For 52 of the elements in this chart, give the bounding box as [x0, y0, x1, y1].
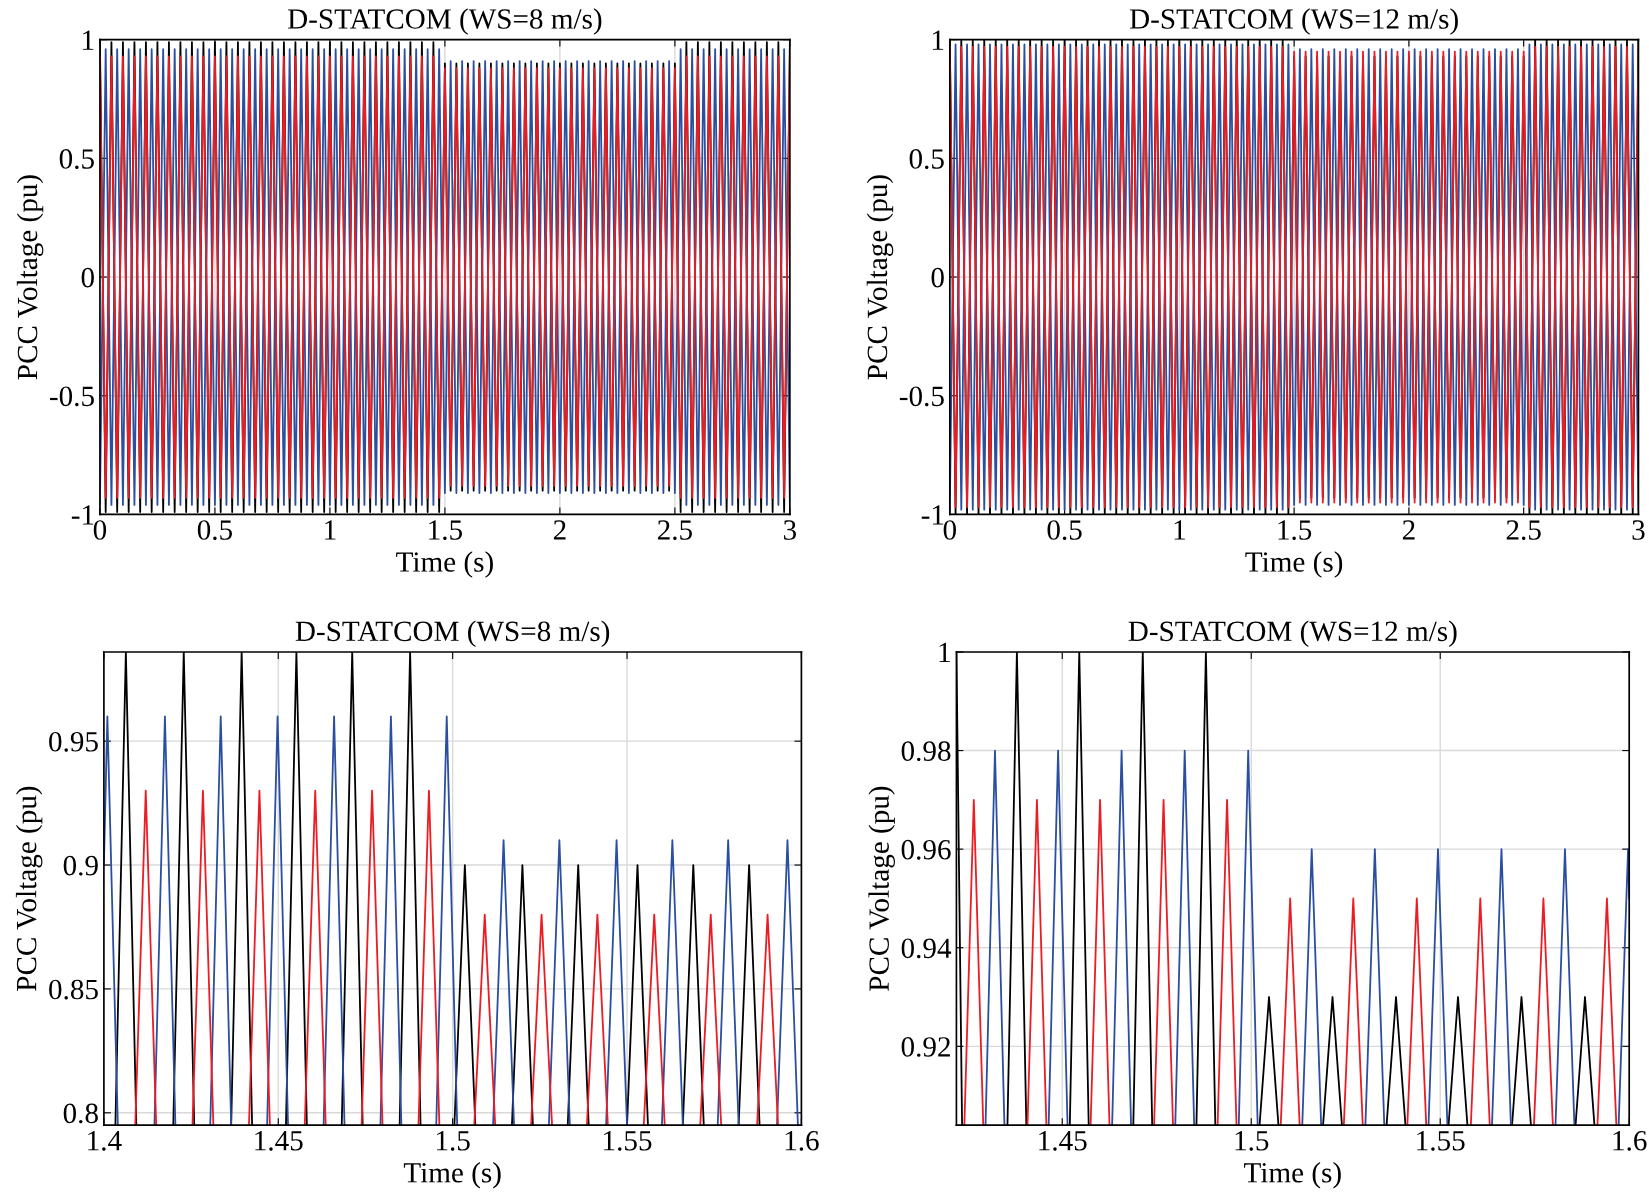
y-tick-label: 0.5	[909, 149, 944, 169]
y-tick-label: 0.94	[901, 938, 952, 959]
x-tick-label: 3	[783, 520, 797, 540]
y-tick-label: 0.95	[49, 731, 98, 752]
y-tick-label: 0.96	[901, 839, 951, 860]
y-axis-title: PCC Voltage (pu)	[868, 786, 895, 991]
y-tick-label: -1	[71, 505, 94, 525]
y-tick-label: 1	[932, 30, 944, 50]
x-axis-title: Time (s)	[396, 551, 493, 578]
x-tick-label: 0.5	[197, 520, 233, 540]
y-tick-label: -1	[921, 505, 944, 525]
x-tick-label: 1.5	[1235, 1131, 1269, 1151]
y-tick-label: 0.98	[901, 741, 951, 762]
chart-title: D-STATCOM (WS=12 m/s)	[1129, 8, 1458, 35]
x-tick-label: 0.5	[1047, 520, 1082, 540]
y-tick-label: 0.9	[63, 855, 98, 876]
x-tick-label: 2.5	[657, 520, 692, 540]
y-tick-label: 1	[939, 642, 950, 663]
y-axis-title: PCC Voltage (pu)	[866, 175, 894, 380]
y-tick-label: 0	[81, 267, 94, 288]
chart-title: D-STATCOM (WS=12 m/s)	[1128, 620, 1457, 648]
x-tick-label: 1.5	[436, 1131, 470, 1151]
y-tick-label: 0.92	[901, 1037, 950, 1057]
x-tick-label: 1.55	[604, 1131, 652, 1151]
x-tick-label: 1	[325, 520, 336, 540]
x-tick-label: 1.4	[88, 1131, 122, 1151]
y-tick-label: 0.5	[59, 149, 94, 169]
chart-title: D-STATCOM (WS=8 m/s)	[295, 620, 610, 648]
x-tick-label: 1.6	[1613, 1130, 1647, 1151]
y-tick-label: -0.5	[49, 386, 94, 407]
x-axis-title: Time (s)	[1244, 1162, 1341, 1189]
x-axis-title: Time (s)	[403, 1162, 501, 1189]
x-tick-label: 1.6	[785, 1130, 819, 1151]
x-tick-label: 2	[1402, 520, 1415, 540]
chart-title: D-STATCOM (WS=8 m/s)	[287, 8, 602, 35]
x-tick-label: 1.5	[1278, 520, 1312, 540]
x-tick-label: 2	[553, 520, 566, 540]
y-tick-label: 0	[931, 267, 944, 288]
y-tick-label: 0.85	[49, 979, 98, 1000]
x-tick-label: 1	[1174, 520, 1185, 540]
x-tick-label: 3	[1632, 520, 1645, 540]
y-tick-label: -0.5	[899, 386, 944, 407]
y-tick-label: 0.8	[63, 1103, 98, 1124]
y-axis-title: PCC Voltage (pu)	[15, 786, 43, 991]
x-tick-label: 1.5	[429, 520, 462, 540]
x-axis-title: Time (s)	[1245, 551, 1343, 578]
x-tick-label: 1.45	[1039, 1131, 1087, 1151]
x-tick-label: 1.55	[1417, 1131, 1465, 1151]
x-tick-label: 2.5	[1506, 520, 1541, 540]
x-tick-label: 1.45	[255, 1131, 303, 1151]
y-axis-title: PCC Voltage (pu)	[16, 175, 44, 380]
y-tick-label: 1	[83, 30, 94, 50]
